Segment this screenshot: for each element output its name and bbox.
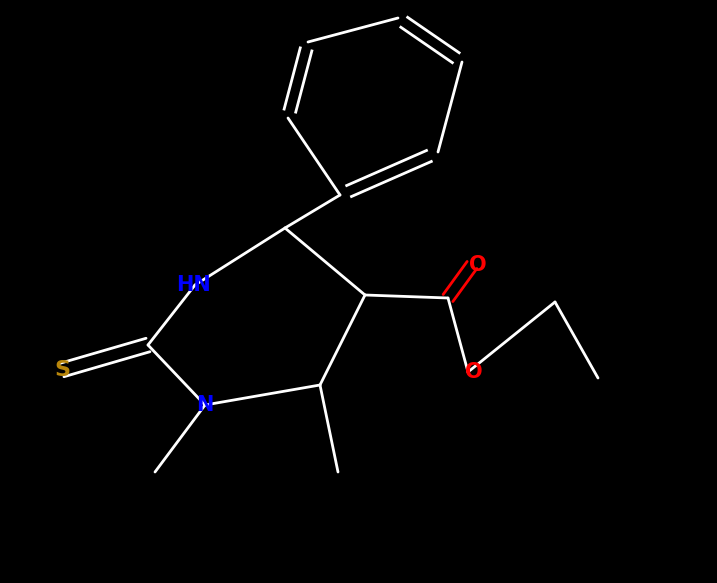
- Text: O: O: [469, 255, 487, 275]
- Text: S: S: [54, 360, 70, 380]
- Text: HN: HN: [176, 275, 210, 295]
- Text: O: O: [465, 362, 483, 382]
- Text: N: N: [196, 395, 214, 415]
